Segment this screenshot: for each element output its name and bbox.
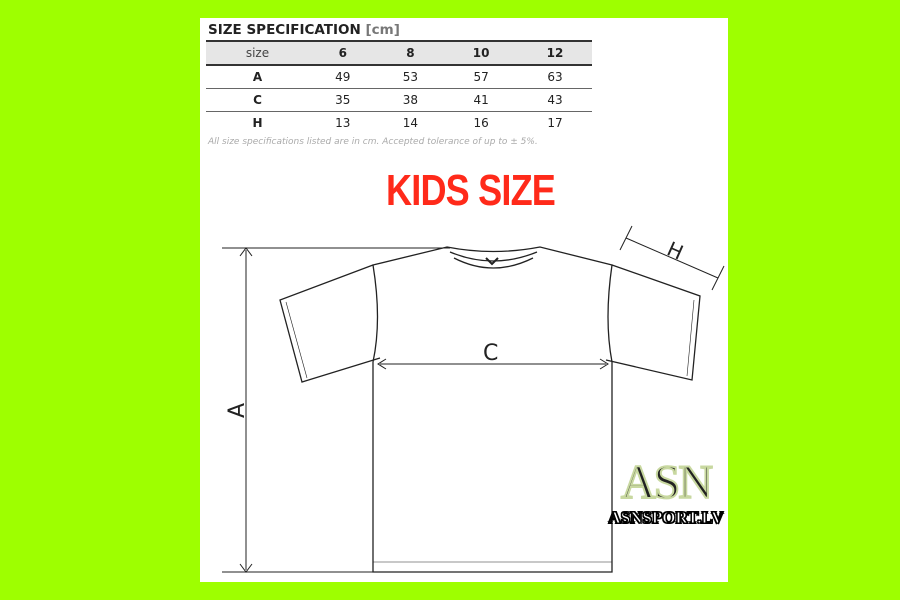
table-cell: 53: [402, 70, 419, 84]
table-row: H 13 14 16 17: [206, 112, 592, 135]
logo-mark: ASN: [620, 456, 714, 509]
table-cell: A: [252, 70, 263, 84]
table-cell: H: [252, 116, 263, 130]
size-table: size 6 8 10 12 A 49 53 57 63 C 35 38 41 43 H 13 14 16…: [206, 40, 592, 134]
table-cell: 16: [473, 116, 489, 130]
dimension-c: [377, 358, 609, 370]
neck-rib: [449, 251, 538, 269]
tolerance-note: All size specifications listed are in cm…: [208, 137, 538, 147]
table-cell: 49: [335, 70, 351, 84]
tshirt-outline: [372, 246, 613, 573]
size-chart-panel: SIZE SPECIFICATION [cm] size 6 8 10 12 A…: [200, 18, 728, 582]
dimension-a: [222, 247, 450, 573]
right-sleeve: [605, 264, 701, 381]
label-c: C: [483, 341, 498, 366]
logo-text: ASNSPORT.LV: [608, 508, 724, 528]
label-h: H: [663, 237, 687, 265]
table-cell: C: [253, 93, 262, 107]
header-cell: 8: [406, 46, 415, 60]
table-cell: 14: [402, 116, 419, 130]
label-a: A: [225, 403, 250, 418]
table-row: C 35 38 41 43: [206, 89, 592, 112]
neck-label: [485, 257, 499, 266]
header-cell: 6: [338, 46, 347, 60]
table-cell: 17: [547, 116, 563, 130]
tshirt-diagram: A C H: [222, 225, 725, 573]
header-cell: 12: [546, 46, 564, 60]
header-cell: 10: [472, 46, 490, 60]
kids-size-heading: KIDS SIZE: [386, 166, 556, 215]
table-row: A 49 53 57 63: [206, 65, 592, 89]
asnsport-logo: ASN ASNSPORT.LV: [606, 456, 726, 528]
table-cell: 63: [547, 70, 563, 84]
left-sleeve: [279, 264, 381, 383]
table-cell: 43: [547, 93, 563, 107]
table-cell: 57: [473, 70, 489, 84]
table-cell: 41: [473, 93, 489, 107]
dimension-h: [619, 225, 725, 291]
header-cell: size: [245, 46, 270, 60]
table-cell: 35: [335, 93, 351, 107]
spec-title: SIZE SPECIFICATION [cm]: [208, 22, 400, 38]
table-cell: 13: [335, 116, 351, 130]
table-cell: 38: [402, 93, 419, 107]
table-header: size 6 8 10 12: [206, 41, 592, 65]
